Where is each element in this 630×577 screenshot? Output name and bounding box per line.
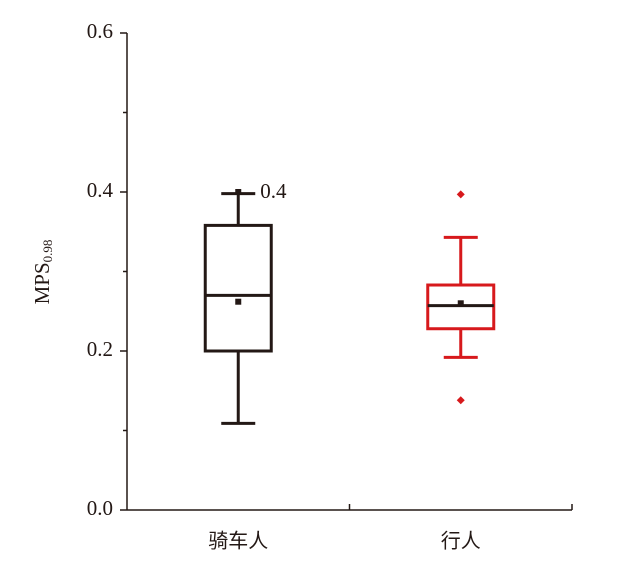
x-tick-label: 骑车人 bbox=[208, 529, 268, 553]
y-tick-label: 0.6 bbox=[87, 19, 113, 43]
outlier bbox=[456, 190, 465, 199]
y-tick-label: 0.4 bbox=[87, 178, 114, 202]
y-axis-label: MPS0.98 bbox=[30, 240, 55, 305]
y-tick-label: 0.0 bbox=[87, 496, 113, 520]
y-tick-label: 0.2 bbox=[87, 337, 113, 361]
outlier bbox=[235, 189, 242, 195]
x-tick-label: 行人 bbox=[441, 529, 481, 553]
y-label-sub: 0.98 bbox=[40, 240, 55, 263]
outlier bbox=[456, 396, 465, 405]
mean bbox=[457, 300, 464, 307]
annotation: 0.4 bbox=[260, 179, 287, 203]
box bbox=[203, 223, 273, 353]
mean bbox=[235, 298, 242, 305]
y-label-main: MPS bbox=[30, 262, 54, 304]
